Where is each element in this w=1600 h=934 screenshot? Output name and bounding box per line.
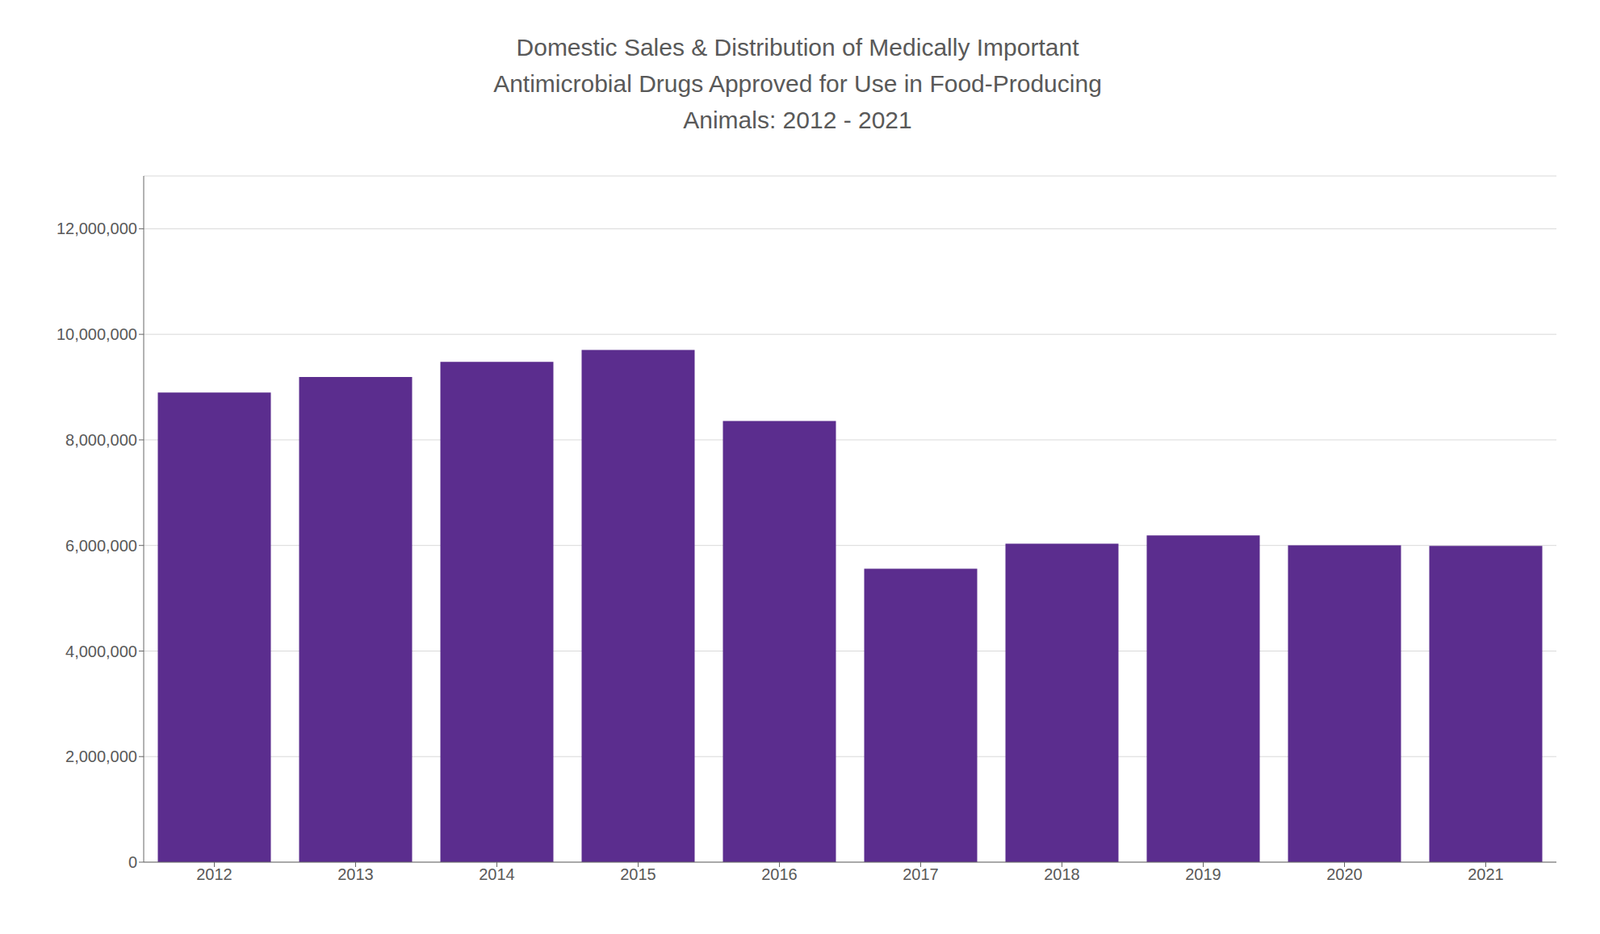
svg-text:2015: 2015 xyxy=(619,865,657,884)
svg-text:2018: 2018 xyxy=(1043,865,1081,884)
svg-text:2014: 2014 xyxy=(478,865,516,884)
svg-text:2016: 2016 xyxy=(761,865,798,884)
svg-text:2017: 2017 xyxy=(902,865,939,884)
svg-text:0: 0 xyxy=(128,853,138,872)
svg-text:2021: 2021 xyxy=(1467,865,1504,884)
html-text:Animals: 2012 - 2021: Animals: 2012 - 2021 xyxy=(683,106,913,133)
svg-text:4,000,000: 4,000,000 xyxy=(65,642,138,661)
svg-text:2020: 2020 xyxy=(1326,865,1363,884)
svg-text:2013: 2013 xyxy=(337,865,374,884)
svg-text:2019: 2019 xyxy=(1185,865,1222,884)
svg-text:8,000,000: 8,000,000 xyxy=(65,431,138,449)
svg-text:10,000,000: 10,000,000 xyxy=(56,325,138,344)
svg-text:6,000,000: 6,000,000 xyxy=(65,536,138,555)
html-text:Domestic Sales & Distribution: Domestic Sales & Distribution of Medical… xyxy=(516,33,1079,61)
svg-text:12,000,000: 12,000,000 xyxy=(56,219,138,238)
svg-text:2012: 2012 xyxy=(196,865,233,884)
html-text:Antimicrobial Drugs Approved f: Antimicrobial Drugs Approved for Use in … xyxy=(493,69,1102,97)
svg-text:2,000,000: 2,000,000 xyxy=(65,747,138,766)
